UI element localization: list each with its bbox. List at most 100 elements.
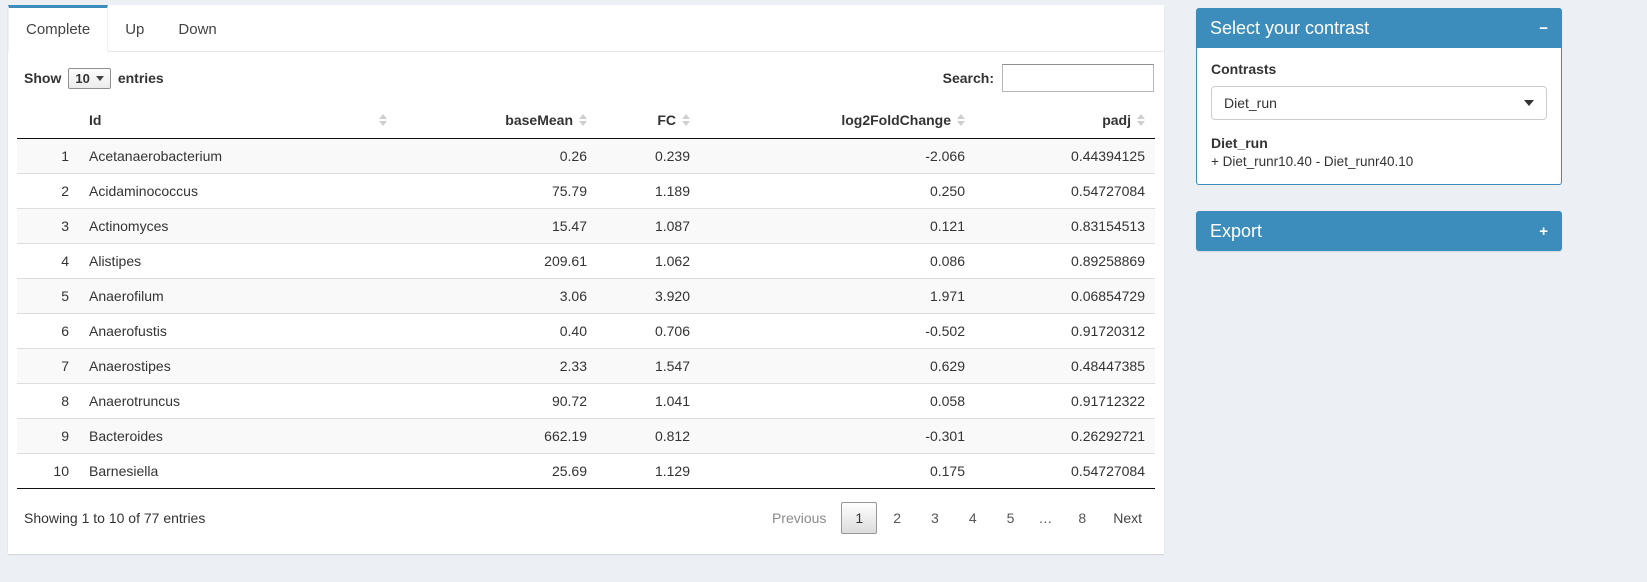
- pagination-ellipsis: …: [1038, 510, 1053, 526]
- row-index: 4: [61, 253, 69, 269]
- column-header-index: [17, 102, 79, 139]
- column-header-basemean[interactable]: baseMean: [397, 102, 597, 139]
- page-button-5[interactable]: 5: [1006, 510, 1015, 526]
- cell-id: Acetanaerobacterium: [89, 148, 223, 164]
- column-header-padj[interactable]: padj: [975, 102, 1155, 139]
- table-row[interactable]: 7 Anaerostipes 2.33 1.547 0.629 0.484473…: [17, 348, 1155, 384]
- cell-fc: 1.189: [654, 183, 690, 199]
- export-panel-title: Export: [1210, 220, 1263, 241]
- cell-id: Acidaminococcus: [89, 183, 198, 199]
- cell-basemean: 0.26: [559, 148, 587, 164]
- page-button-8[interactable]: 8: [1078, 510, 1087, 526]
- cell-padj: 0.54727084: [1071, 183, 1145, 199]
- contrast-panel-header: Select your contrast −: [1196, 8, 1562, 48]
- next-button[interactable]: Next: [1113, 510, 1142, 526]
- table-row[interactable]: 8 Anaerotruncus 90.72 1.041 0.058 0.9171…: [17, 383, 1155, 419]
- expand-plus-icon[interactable]: +: [1539, 222, 1548, 240]
- contrast-name: Diet_run: [1211, 135, 1268, 151]
- cell-fc: 3.920: [654, 288, 690, 304]
- results-tab-box: Complete Up Down Show 10 entries Search:…: [8, 5, 1164, 554]
- table-row[interactable]: 9 Bacteroides 662.19 0.812 -0.301 0.2629…: [17, 418, 1155, 454]
- search-control: Search:: [943, 64, 1154, 92]
- row-index: 8: [61, 393, 69, 409]
- contrast-formula: + Diet_runr10.40 - Diet_runr40.10: [1211, 154, 1414, 169]
- cell-fc: 1.087: [654, 218, 690, 234]
- cell-fc: 0.706: [654, 323, 690, 339]
- page-length-control: Show 10 entries: [24, 67, 164, 89]
- table-info: Showing 1 to 10 of 77 entries: [24, 510, 206, 526]
- cell-padj: 0.91720312: [1071, 323, 1145, 339]
- cell-log2foldchange: 0.121: [929, 218, 965, 234]
- cell-fc: 1.129: [654, 463, 690, 479]
- cell-fc: 1.041: [654, 393, 690, 409]
- cell-log2foldchange: -0.502: [925, 323, 965, 339]
- search-label: Search:: [942, 70, 994, 86]
- table-row[interactable]: 3 Actinomyces 15.47 1.087 0.121 0.831545…: [17, 208, 1155, 244]
- cell-log2foldchange: 0.058: [929, 393, 965, 409]
- cell-log2foldchange: -0.301: [925, 428, 965, 444]
- cell-padj: 0.83154513: [1071, 218, 1145, 234]
- page-button-1[interactable]: 1: [841, 502, 878, 534]
- cell-padj: 0.06854729: [1071, 288, 1145, 304]
- sidebar-panels: Select your contrast − Contrasts Diet_ru…: [1196, 8, 1562, 251]
- search-input[interactable]: [1002, 64, 1154, 92]
- page-button-4[interactable]: 4: [968, 510, 977, 526]
- cell-basemean: 662.19: [544, 428, 587, 444]
- row-index: 6: [61, 323, 69, 339]
- tab-complete[interactable]: Complete: [8, 5, 109, 52]
- sort-icon: [957, 114, 965, 126]
- cell-log2foldchange: -2.066: [925, 148, 965, 164]
- page-length-value: 10: [75, 70, 90, 86]
- cell-padj: 0.89258869: [1071, 253, 1145, 269]
- page-button-2[interactable]: 2: [893, 510, 902, 526]
- cell-basemean: 2.33: [559, 358, 587, 374]
- tab-down[interactable]: Down: [178, 21, 217, 38]
- page-button-3[interactable]: 3: [931, 510, 939, 526]
- contrast-select-value: Diet_run: [1224, 95, 1277, 111]
- table-row[interactable]: 5 Anaerofilum 3.06 3.920 1.971 0.0685472…: [17, 278, 1155, 314]
- sort-icon: [1137, 114, 1145, 126]
- cell-padj: 0.54727084: [1071, 463, 1145, 479]
- cell-id: Bacteroides: [89, 428, 163, 444]
- tab-up[interactable]: Up: [125, 21, 145, 38]
- sort-icon: [579, 114, 587, 126]
- column-label: log2FoldChange: [841, 112, 951, 128]
- contrast-panel: Select your contrast − Contrasts Diet_ru…: [1196, 8, 1562, 185]
- cell-basemean: 90.72: [551, 393, 587, 409]
- cell-basemean: 209.61: [544, 253, 587, 269]
- previous-button[interactable]: Previous: [771, 510, 827, 526]
- table-row[interactable]: 2 Acidaminococcus 75.79 1.189 0.250 0.54…: [17, 173, 1155, 209]
- chevron-down-icon: [1524, 100, 1534, 106]
- cell-log2foldchange: 0.175: [929, 463, 965, 479]
- sort-icon: [682, 114, 690, 126]
- table-row[interactable]: 4 Alistipes 209.61 1.062 0.086 0.8925886…: [17, 243, 1155, 279]
- table-header-row: Id baseMean FC: [17, 102, 1155, 139]
- row-index: 3: [61, 218, 69, 234]
- column-label: FC: [657, 112, 676, 128]
- contrast-panel-body: Contrasts Diet_run Diet_run + Diet_runr1…: [1196, 48, 1562, 185]
- cell-id: Anaerofilum: [89, 288, 164, 304]
- page-length-select[interactable]: 10: [68, 67, 111, 89]
- table-row[interactable]: 1 Acetanaerobacterium 0.26 0.239 -2.066 …: [17, 138, 1155, 174]
- row-index: 5: [61, 288, 69, 304]
- contrast-select[interactable]: Diet_run: [1211, 86, 1547, 120]
- export-panel-header: Export +: [1196, 211, 1562, 251]
- column-header-log2foldchange[interactable]: log2FoldChange: [700, 102, 975, 139]
- table-row[interactable]: 6 Anaerofustis 0.40 0.706 -0.502 0.91720…: [17, 313, 1155, 349]
- cell-padj: 0.44394125: [1071, 148, 1145, 164]
- cell-padj: 0.91712322: [1071, 393, 1145, 409]
- cell-basemean: 15.47: [551, 218, 587, 234]
- column-header-id[interactable]: Id: [79, 102, 397, 139]
- cell-log2foldchange: 0.086: [929, 253, 965, 269]
- cell-basemean: 0.40: [559, 323, 587, 339]
- cell-basemean: 3.06: [559, 288, 587, 304]
- cell-log2foldchange: 1.971: [929, 288, 965, 304]
- sort-icon: [379, 114, 387, 126]
- collapse-minus-icon[interactable]: −: [1539, 19, 1548, 37]
- cell-basemean: 75.79: [551, 183, 587, 199]
- table-row[interactable]: 10 Barnesiella 25.69 1.129 0.175 0.54727…: [17, 453, 1155, 489]
- cell-id: Anaerofustis: [89, 323, 167, 339]
- row-index: 1: [61, 148, 69, 164]
- cell-log2foldchange: 0.250: [929, 183, 965, 199]
- column-header-fc[interactable]: FC: [597, 102, 700, 139]
